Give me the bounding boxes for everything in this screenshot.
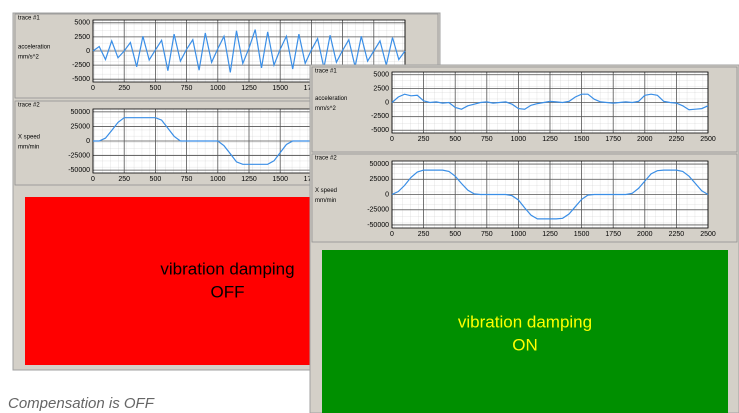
x-tick-label: 2500: [700, 136, 716, 143]
status-text: vibration damping: [458, 312, 592, 331]
x-tick-label: 500: [449, 136, 461, 143]
x-tick-label: 1000: [210, 85, 226, 92]
y-tick-label: -5000: [72, 76, 90, 83]
y-tick-label: 2500: [373, 85, 389, 92]
x-tick-label: 0: [91, 176, 95, 183]
y-tick-label: -2500: [371, 113, 389, 120]
status-panel: [322, 250, 728, 413]
y-axis-label: mm/s^2: [315, 106, 336, 112]
x-tick-label: 1250: [241, 85, 257, 92]
x-tick-label: 0: [91, 85, 95, 92]
y-tick-label: 0: [385, 99, 389, 106]
y-axis-label: mm/min: [18, 145, 39, 151]
status-text: vibration damping: [160, 259, 294, 278]
trace-frame: [14, 13, 439, 99]
y-axis-label: acceleration: [18, 45, 50, 51]
x-tick-label: 2000: [637, 231, 653, 238]
y-tick-label: 0: [86, 48, 90, 55]
y-tick-label: 25000: [71, 123, 91, 130]
x-tick-label: 500: [449, 231, 461, 238]
y-tick-label: -2500: [72, 62, 90, 69]
x-tick-label: 750: [181, 85, 193, 92]
x-tick-label: 750: [181, 176, 193, 183]
status-text: OFF: [211, 282, 245, 301]
y-tick-label: -5000: [371, 127, 389, 134]
x-tick-label: 1750: [605, 231, 621, 238]
x-tick-label: 1500: [574, 136, 590, 143]
trace-frame: [311, 66, 738, 153]
y-tick-label: 0: [86, 138, 90, 145]
y-tick-label: 5000: [74, 20, 90, 27]
y-tick-label: 2500: [74, 34, 90, 41]
y-tick-label: 50000: [71, 109, 91, 116]
x-tick-label: 0: [390, 136, 394, 143]
x-tick-label: 2500: [700, 231, 716, 238]
trace-title: trace #2: [18, 103, 40, 109]
trace-title: trace #1: [315, 69, 337, 75]
trace-frame: [311, 153, 738, 243]
trace-line: [92, 29, 406, 73]
caption: Compensation is OFF: [8, 395, 155, 412]
y-tick-label: 25000: [370, 176, 390, 183]
x-tick-label: 250: [418, 136, 430, 143]
trace-title: trace #1: [18, 16, 40, 22]
x-tick-label: 1000: [511, 136, 527, 143]
y-tick-label: -50000: [367, 222, 389, 229]
x-tick-label: 1750: [605, 136, 621, 143]
y-axis-label: acceleration: [315, 96, 347, 102]
trace-line: [391, 169, 709, 220]
x-tick-label: 1500: [272, 176, 288, 183]
x-tick-label: 250: [118, 85, 130, 92]
trace-line: [391, 93, 709, 111]
y-axis-label: X speed: [18, 135, 40, 141]
window: trace #1 acceleration mm/s^2 0 250 500 750 1000…: [309, 64, 739, 413]
x-tick-label: 1000: [511, 231, 527, 238]
x-tick-label: 0: [390, 231, 394, 238]
y-tick-label: -25000: [367, 207, 389, 214]
x-tick-label: 1250: [542, 231, 558, 238]
status-text: ON: [512, 335, 538, 354]
x-tick-label: 250: [418, 231, 430, 238]
y-tick-label: -50000: [68, 167, 90, 174]
y-tick-label: -25000: [68, 152, 90, 159]
x-tick-label: 750: [481, 231, 493, 238]
y-axis-label: mm/min: [315, 198, 336, 204]
x-tick-label: 1000: [210, 176, 226, 183]
y-tick-label: 5000: [373, 72, 389, 79]
y-tick-label: 0: [385, 191, 389, 198]
y-tick-label: 50000: [370, 161, 390, 168]
x-tick-label: 750: [481, 136, 493, 143]
x-tick-label: 2250: [669, 231, 685, 238]
x-tick-label: 1500: [272, 85, 288, 92]
x-tick-label: 500: [150, 85, 162, 92]
x-tick-label: 1250: [241, 176, 257, 183]
x-tick-label: 500: [150, 176, 162, 183]
trace-title: trace #2: [315, 156, 337, 162]
x-tick-label: 2250: [669, 136, 685, 143]
x-tick-label: 2000: [637, 136, 653, 143]
x-tick-label: 250: [118, 176, 130, 183]
y-axis-label: X speed: [315, 188, 337, 194]
x-tick-label: 1250: [542, 136, 558, 143]
y-axis-label: mm/s^2: [18, 55, 39, 61]
x-tick-label: 1500: [574, 231, 590, 238]
